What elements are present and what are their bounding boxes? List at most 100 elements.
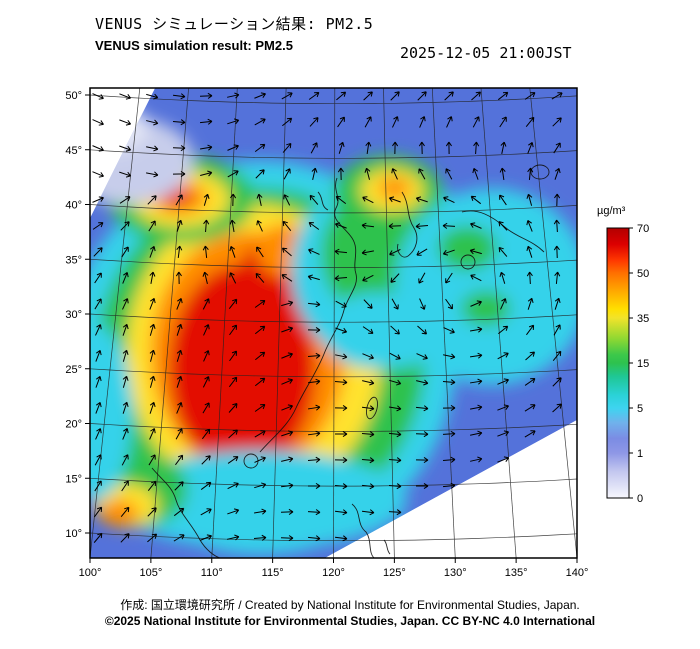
wind-arrow — [253, 534, 267, 541]
wind-arrow — [470, 222, 482, 229]
timestamp: 2025-12-05 21:00JST — [400, 44, 572, 62]
lon-tick-label: 125° — [383, 567, 406, 579]
wind-arrow — [442, 249, 455, 256]
wind-arrow — [120, 221, 130, 231]
wind-arrow — [199, 118, 213, 125]
wind-arrow — [95, 401, 102, 414]
wind-arrow — [203, 324, 210, 336]
title-japanese: VENUS シミュレーション結果: PM2.5 — [95, 15, 374, 33]
wind-arrow — [470, 195, 482, 205]
wind-arrow — [203, 219, 210, 233]
lon-tick-label: 140° — [566, 567, 589, 579]
wind-arrow — [121, 480, 129, 492]
axis-labels: 50° 45° 40° 35° 30° 25° 20° 15° 10° 100° 105° 110° 1… — [65, 90, 588, 579]
wind-arrow — [525, 351, 535, 361]
wind-arrow — [443, 196, 455, 203]
colorbar-tick-label: 15 — [637, 358, 649, 370]
wind-arrow — [200, 534, 212, 541]
colorbar-tick-label: 5 — [637, 403, 643, 415]
wind-arrow — [176, 402, 183, 414]
colorbar-tick-label: 1 — [637, 448, 643, 460]
wind-arrow — [200, 170, 213, 177]
wind-arrow — [175, 454, 184, 466]
lon-tick-label: 110° — [201, 567, 223, 579]
wind-arrow — [497, 91, 509, 101]
wind-arrow — [149, 428, 156, 440]
wind-arrow — [497, 456, 509, 463]
wind-arrow — [307, 378, 321, 385]
wind-arrow — [553, 245, 560, 259]
wind-arrow — [526, 220, 533, 232]
wind-arrow — [149, 245, 156, 258]
wind-arrow — [389, 248, 401, 256]
wind-arrow — [203, 193, 210, 206]
wind-arrow — [391, 298, 399, 310]
shikoku-green — [461, 291, 511, 326]
wind-arrow — [230, 193, 237, 207]
wind-arrow — [307, 301, 321, 308]
wind-arrow — [554, 167, 561, 180]
wind-arrow — [415, 431, 429, 438]
wind-arrow — [122, 272, 129, 284]
wind-arrow — [176, 349, 183, 362]
wind-arrow — [146, 93, 159, 100]
wind-arrow — [307, 482, 321, 490]
wind-arrow — [364, 167, 371, 180]
wind-arrow — [254, 377, 266, 387]
coastlines — [151, 164, 550, 558]
wind-arrow — [92, 145, 104, 152]
graticule — [90, 88, 577, 558]
wind-arrow — [391, 168, 398, 180]
pale-northwest — [90, 116, 194, 205]
wind-arrow — [308, 248, 320, 255]
wind-arrow — [228, 429, 238, 439]
colorbar-tick-label: 0 — [637, 493, 643, 505]
wind-arrow — [417, 91, 427, 101]
lat-tick-label: 35° — [65, 254, 82, 266]
wind-arrow — [122, 375, 129, 388]
wind-arrow — [255, 169, 265, 179]
wind-arrow — [227, 456, 239, 464]
wind-arrow — [310, 142, 318, 154]
wind-arrow — [388, 223, 402, 230]
wind-arrow — [361, 457, 375, 464]
wind-arrow — [497, 404, 509, 411]
wind-arrow — [336, 91, 347, 101]
lon-tick-label: 130° — [444, 567, 467, 579]
wind-arrow — [309, 117, 319, 127]
wind-arrow — [524, 430, 536, 438]
wind-arrow — [334, 405, 348, 412]
colorbar-units-label: µg/m³ — [597, 205, 626, 217]
wind-arrow — [202, 271, 209, 284]
wind-arrow — [146, 119, 159, 126]
wind-arrow — [392, 141, 399, 155]
wind-arrow — [526, 324, 535, 336]
wind-arrow — [254, 430, 266, 438]
wind-arrow — [415, 223, 429, 230]
wind-arrow — [500, 141, 507, 154]
wind-arrow — [256, 220, 263, 232]
wind-arrow — [445, 141, 452, 155]
wind-arrow — [146, 171, 159, 178]
wind-arrow — [94, 506, 103, 518]
wind-arrow — [228, 403, 238, 413]
wind-arrow — [497, 352, 509, 360]
wind-arrow — [149, 271, 156, 284]
wind-arrow — [362, 274, 374, 282]
wind-arrow — [334, 222, 347, 229]
wind-arrow — [469, 248, 482, 255]
wind-arrow — [445, 272, 453, 284]
wind-arrow — [472, 167, 479, 180]
wind-arrow — [390, 273, 400, 283]
wind-arrow — [281, 92, 293, 100]
wind-arrow — [335, 353, 348, 360]
wind-arrow — [227, 144, 239, 151]
wind-arrow — [552, 117, 562, 127]
wind-arrow — [390, 325, 400, 335]
wind-arrow — [524, 378, 536, 386]
wind-arrow — [202, 402, 210, 414]
wind-arrow — [362, 353, 374, 360]
wind-arrow — [389, 379, 402, 386]
wind-arrow — [119, 171, 132, 178]
lat-tick-label: 15° — [65, 473, 82, 485]
